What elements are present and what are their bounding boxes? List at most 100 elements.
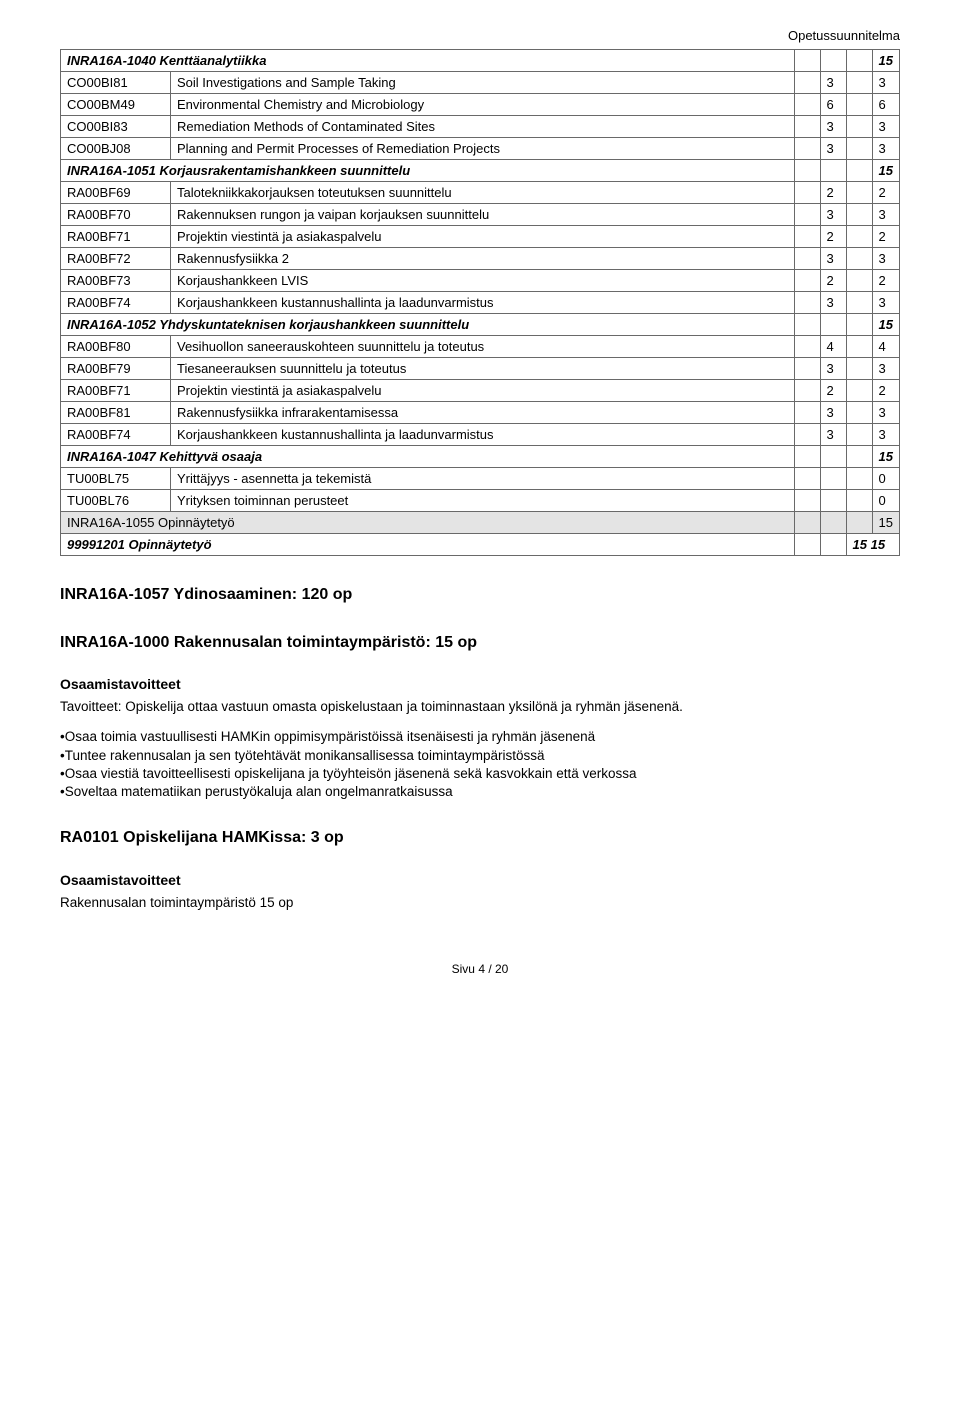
row-col [846,270,872,292]
row-code-title: INRA16A-1040 Kenttäanalytiikka [61,50,795,72]
row-val1 [820,468,846,490]
row-code: RA00BF74 [61,424,171,446]
row-col [794,270,820,292]
row-code: RA00BF73 [61,270,171,292]
row-col [846,248,872,270]
table-row: INRA16A-1051 Korjausrakentamishankkeen s… [61,160,900,182]
row-col [794,248,820,270]
row-code: RA00BF81 [61,402,171,424]
header-curriculum-label: Opetussuunnitelma [60,28,900,43]
row-code: RA00BF71 [61,226,171,248]
row-val2: 2 [872,226,899,248]
row-col [794,468,820,490]
table-row: CO00BI83Remediation Methods of Contamina… [61,116,900,138]
row-col [846,182,872,204]
row-col [820,534,846,556]
row-val1: 3 [820,402,846,424]
goals-bullets: •Osaa toimia vastuullisesti HAMKin oppim… [60,728,900,801]
page-footer: Sivu 4 / 20 [60,962,900,976]
row-val2: 3 [872,292,899,314]
table-row: CO00BM49Environmental Chemistry and Micr… [61,94,900,116]
goals-label-2: Osaamistavoitteet [60,871,900,890]
row-col [794,534,820,556]
table-row: CO00BI81Soil Investigations and Sample T… [61,72,900,94]
table-row: RA00BF79Tiesaneerauksen suunnittelu ja t… [61,358,900,380]
table-row: RA00BF80Vesihuollon saneerauskohteen suu… [61,336,900,358]
table-row: RA00BF73Korjaushankkeen LVIS22 [61,270,900,292]
table-row: RA00BF70Rakennuksen rungon ja vaipan kor… [61,204,900,226]
table-row: TU00BL76Yrityksen toiminnan perusteet0 [61,490,900,512]
heading-rakennusalan: INRA16A-1000 Rakennusalan toimintaympäri… [60,632,900,654]
row-col [846,314,872,336]
row-title: Planning and Permit Processes of Remedia… [171,138,795,160]
row-title: Remediation Methods of Contaminated Site… [171,116,795,138]
heading-ra0101: RA0101 Opiskelijana HAMKissa: 3 op [60,827,900,849]
row-col [846,94,872,116]
row-val1: 2 [820,270,846,292]
row-val1: 3 [820,116,846,138]
row-val1: 3 [820,292,846,314]
row-col [820,314,846,336]
row-title: Korjaushankkeen kustannushallinta ja laa… [171,292,795,314]
row-val1: 3 [820,138,846,160]
row-title: Vesihuollon saneerauskohteen suunnittelu… [171,336,795,358]
row-code-title: 99991201 Opinnäytetyö [61,534,795,556]
row-title: Rakennuksen rungon ja vaipan korjauksen … [171,204,795,226]
row-col [846,72,872,94]
row-val2: 0 [872,490,899,512]
row-code: RA00BF69 [61,182,171,204]
row-code-title: INRA16A-1055 Opinnäytetyö [61,512,795,534]
row-col [846,138,872,160]
bullet-line: •Osaa toimia vastuullisesti HAMKin oppim… [60,729,595,744]
row-val1 [820,490,846,512]
row-val1: 3 [820,72,846,94]
row-val2: 3 [872,248,899,270]
table-row: INRA16A-1055 Opinnäytetyö 15 [61,512,900,534]
table-row: INRA16A-1047 Kehittyvä osaaja 15 [61,446,900,468]
row-code: TU00BL75 [61,468,171,490]
table-row: TU00BL75Yrittäjyys - asennetta ja tekemi… [61,468,900,490]
row-col [846,160,872,182]
row-col [820,512,846,534]
row-col [846,358,872,380]
row-code: CO00BI83 [61,116,171,138]
bullet-line: •Osaa viestiä tavoitteellisesti opiskeli… [60,766,637,781]
row-col [794,72,820,94]
table-row: RA00BF71Projektin viestintä ja asiakaspa… [61,380,900,402]
row-val1: 3 [820,248,846,270]
table-row: RA00BF72Rakennusfysiikka 233 [61,248,900,270]
row-total: 15 [872,446,899,468]
row-col [846,446,872,468]
row-title: Korjaushankkeen kustannushallinta ja laa… [171,424,795,446]
row-col [846,380,872,402]
row-col [846,468,872,490]
row-val2: 0 [872,468,899,490]
row-val2: 3 [872,402,899,424]
row-val1: 2 [820,380,846,402]
row-col [794,446,820,468]
row-title: Environmental Chemistry and Microbiology [171,94,795,116]
row-val1: 2 [820,226,846,248]
row-val2: 2 [872,182,899,204]
row-code-title: INRA16A-1047 Kehittyvä osaaja [61,446,795,468]
row-col [846,402,872,424]
row-col [794,160,820,182]
row-col [846,116,872,138]
row-total: 15 [872,160,899,182]
row-col [794,138,820,160]
table-row: RA00BF69Talotekniikkakorjauksen toteutuk… [61,182,900,204]
bullet-line: •Tuntee rakennusalan ja sen työtehtävät … [60,748,544,763]
row-col [794,380,820,402]
row-col [846,424,872,446]
row-val2: 4 [872,336,899,358]
row-val2: 3 [872,116,899,138]
row-col [846,336,872,358]
row-col [846,226,872,248]
table-row: INRA16A-1052 Yhdyskuntateknisen korjaush… [61,314,900,336]
row-col [794,336,820,358]
row-col [794,314,820,336]
row-title: Projektin viestintä ja asiakaspalvelu [171,380,795,402]
row-col [794,94,820,116]
row-total: 15 [872,512,899,534]
heading-ydinosaaminen: INRA16A-1057 Ydinosaaminen: 120 op [60,584,900,606]
